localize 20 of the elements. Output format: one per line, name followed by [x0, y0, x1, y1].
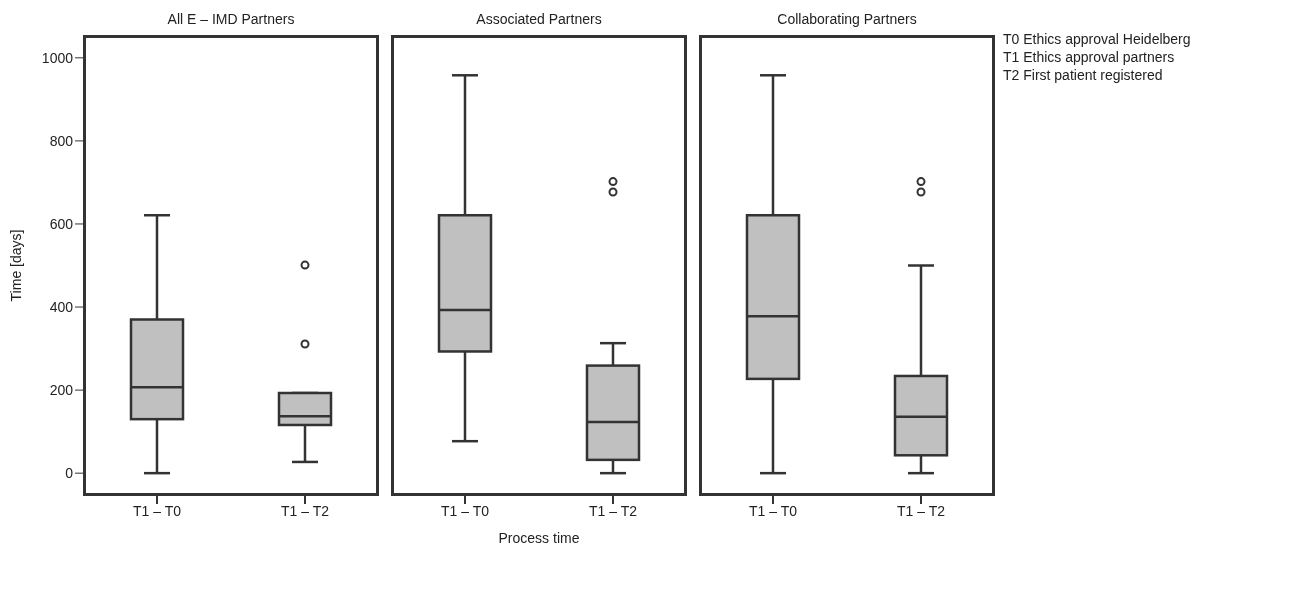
text: T0 Ethics approval Heidelberg	[1003, 30, 1192, 48]
y-tick-label: 0	[65, 465, 74, 482]
chart-title: Associated Partners	[475, 10, 603, 29]
y-axis-title: Time [days]	[7, 229, 24, 302]
y-tick-label: 1000	[41, 49, 74, 66]
chart-title: Collaborating Partners	[776, 10, 918, 29]
text: T2 First patient registered	[1003, 66, 1164, 84]
y-tick-label: 400	[49, 299, 74, 315]
y-tick-label: 600	[49, 215, 74, 232]
text: T1 Ethics approval partners	[1003, 48, 1176, 66]
x-tick-label: T1 – T0	[441, 502, 490, 519]
x-tick-label: T1 – T2	[589, 502, 638, 519]
x-tick-label: T1 – T0	[133, 502, 182, 519]
x-tick-label: T1 – T2	[281, 502, 330, 519]
x-tick-label: T1 – T2	[897, 502, 946, 519]
y-tick-label: 800	[49, 132, 74, 149]
chart-title: All E – IMD Partners	[166, 10, 296, 29]
x-axis-title: Process time	[497, 530, 581, 546]
y-tick-label: 200	[49, 382, 74, 399]
x-tick-label: T1 – T0	[749, 502, 798, 519]
